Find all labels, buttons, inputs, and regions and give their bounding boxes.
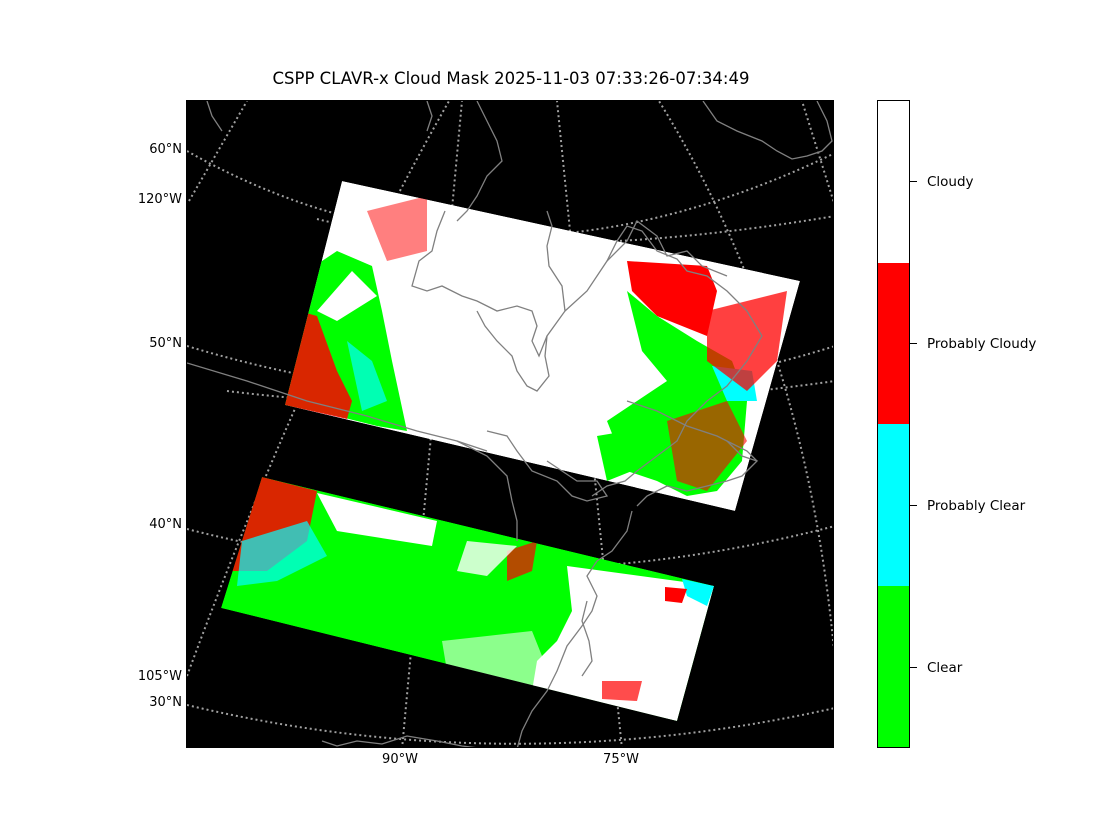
probably-clear-east bbox=[682, 579, 714, 606]
coast-gulf bbox=[321, 735, 476, 747]
meridian-45w bbox=[801, 101, 833, 203]
swath-south bbox=[221, 477, 714, 721]
coast-hudson-bay bbox=[411, 210, 566, 358]
legend-label-probably-cloudy: Probably Cloudy bbox=[927, 336, 1037, 352]
cloudy-area-southeast bbox=[667, 401, 747, 491]
colorbar bbox=[877, 100, 910, 748]
coast-labrador bbox=[606, 220, 728, 277]
coastlines bbox=[187, 101, 833, 747]
lon-label-90w: 90°W bbox=[382, 752, 418, 767]
cloudy-area-north bbox=[367, 196, 427, 261]
colorbar-tick-cloudy bbox=[910, 181, 917, 182]
map-title: CSPP CLAVR-x Cloud Mask 2025-11-03 07:33… bbox=[272, 69, 750, 88]
meridian-120w bbox=[188, 101, 248, 202]
lat-label-50n: 50°N bbox=[149, 336, 182, 351]
cloudy-area-center bbox=[507, 541, 537, 581]
white-clear-gap bbox=[317, 271, 377, 321]
colorbar-segment-probably-cloudy bbox=[878, 262, 909, 424]
colorbar-segment-cloudy bbox=[878, 101, 909, 263]
cloudy-speck-south bbox=[602, 681, 642, 701]
chesapeake bbox=[581, 600, 593, 677]
clear-speckle-south bbox=[597, 431, 632, 481]
colorbar-tick-probably-cloudy bbox=[910, 343, 917, 344]
map-canvas bbox=[187, 101, 833, 747]
cloudy-speck-east bbox=[665, 587, 687, 603]
coast-atlantic-us bbox=[516, 510, 633, 747]
map-panel[interactable] bbox=[186, 100, 834, 748]
border-inland bbox=[456, 440, 518, 541]
probably-clear-northwest bbox=[237, 521, 327, 586]
lat-label-60n: 60°N bbox=[149, 142, 182, 157]
clear-band-east bbox=[442, 631, 552, 691]
parallel-30n bbox=[187, 704, 833, 745]
lon-label-105w: 105°W bbox=[137, 669, 182, 684]
coast-arctic-north bbox=[702, 101, 833, 160]
parallel-60n bbox=[187, 150, 833, 238]
probably-clear-west bbox=[347, 341, 387, 411]
coast-arctic-west bbox=[206, 101, 503, 222]
cloud-patch-center bbox=[457, 541, 517, 576]
colorbar-tick-probably-clear bbox=[910, 505, 917, 506]
lat-label-30n: 30°N bbox=[149, 695, 182, 710]
legend-label-clear: Clear bbox=[927, 660, 963, 676]
coast-st-lawrence bbox=[626, 400, 758, 462]
colorbar-tick-clear bbox=[910, 667, 917, 668]
cloudy-speckle-east bbox=[707, 291, 787, 391]
coast-james-bay bbox=[476, 310, 550, 392]
cloudy-area-northeast bbox=[627, 261, 717, 336]
colorbar-segment-clear bbox=[878, 585, 909, 747]
colorbar-segment-probably-clear bbox=[878, 424, 909, 586]
coast-atlantic-canada bbox=[636, 440, 759, 507]
lat-label-40n: 40°N bbox=[149, 517, 182, 532]
cloudy-area-north bbox=[317, 493, 437, 546]
lon-label-75w: 75°W bbox=[603, 752, 639, 767]
coast-great-lakes bbox=[486, 430, 609, 502]
legend-label-probably-clear: Probably Clear bbox=[927, 498, 1026, 514]
cloudy-area-east bbox=[532, 566, 714, 721]
lon-label-120w: 120°W bbox=[137, 192, 182, 207]
legend-label-cloudy: Cloudy bbox=[927, 174, 974, 190]
coast-quebec bbox=[564, 225, 763, 497]
